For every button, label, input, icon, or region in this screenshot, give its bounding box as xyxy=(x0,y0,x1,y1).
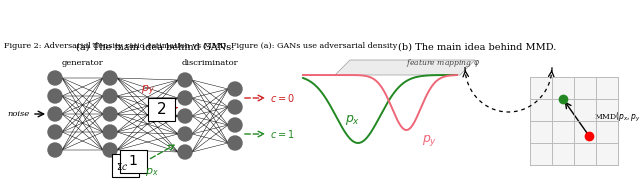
Text: $\Sigma\mathcal{C}$: $\Sigma\mathcal{C}$ xyxy=(116,161,128,172)
Text: $c=0$: $c=0$ xyxy=(270,92,295,104)
Text: $1$: $1$ xyxy=(128,154,138,168)
Circle shape xyxy=(103,71,117,85)
Circle shape xyxy=(103,125,117,139)
Circle shape xyxy=(48,143,62,157)
Text: $p_y$: $p_y$ xyxy=(422,132,438,147)
Circle shape xyxy=(228,118,242,132)
Text: Figure 2: Adversarial density ratio estimation vs MMD. Figure (a): GANs use adve: Figure 2: Adversarial density ratio esti… xyxy=(4,42,397,50)
FancyBboxPatch shape xyxy=(530,77,618,165)
Text: (b) The main idea behind MMD.: (b) The main idea behind MMD. xyxy=(398,43,556,52)
Text: $p_x$: $p_x$ xyxy=(145,166,159,178)
Circle shape xyxy=(48,125,62,139)
Circle shape xyxy=(103,143,117,157)
Text: MMD$(p_x, p_y)$: MMD$(p_x, p_y)$ xyxy=(595,111,640,124)
Circle shape xyxy=(228,136,242,150)
FancyBboxPatch shape xyxy=(120,150,147,172)
Circle shape xyxy=(178,91,192,105)
Circle shape xyxy=(48,71,62,85)
Circle shape xyxy=(178,145,192,159)
Text: feature mapping $\varphi$: feature mapping $\varphi$ xyxy=(406,57,480,69)
Circle shape xyxy=(228,100,242,114)
Text: generator: generator xyxy=(61,59,104,67)
Circle shape xyxy=(48,107,62,121)
Text: noise: noise xyxy=(8,110,30,118)
FancyBboxPatch shape xyxy=(111,154,138,177)
Circle shape xyxy=(103,89,117,103)
Circle shape xyxy=(48,89,62,103)
Text: (a) The main idea behind GANs.: (a) The main idea behind GANs. xyxy=(76,43,234,52)
Text: $p_y$: $p_y$ xyxy=(141,84,155,98)
Circle shape xyxy=(228,82,242,96)
Text: $2$: $2$ xyxy=(156,101,166,117)
Circle shape xyxy=(178,73,192,87)
FancyBboxPatch shape xyxy=(147,98,175,120)
Text: discriminator: discriminator xyxy=(182,59,238,67)
Circle shape xyxy=(178,127,192,141)
Circle shape xyxy=(103,107,117,121)
Circle shape xyxy=(178,109,192,123)
Text: $p_x$: $p_x$ xyxy=(346,113,360,127)
Text: $c=1$: $c=1$ xyxy=(270,128,294,140)
Polygon shape xyxy=(335,60,475,75)
